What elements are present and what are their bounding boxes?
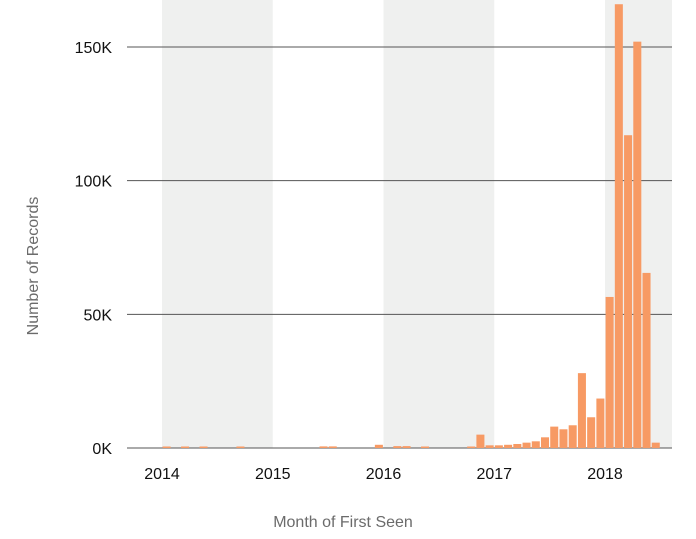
x-axis-title: Month of First Seen xyxy=(273,514,413,531)
bar xyxy=(476,434,485,448)
bar xyxy=(199,446,208,448)
x-tick-label: 2014 xyxy=(144,466,180,483)
bar xyxy=(614,4,623,449)
bar xyxy=(162,446,171,448)
x-tick-label: 2017 xyxy=(476,466,512,483)
year-bands xyxy=(162,0,672,448)
bar xyxy=(467,446,476,448)
bar xyxy=(328,446,337,448)
bar xyxy=(522,442,531,448)
bar xyxy=(596,398,605,448)
bar xyxy=(319,446,328,448)
year-band-2016 xyxy=(383,0,495,448)
x-tick-label: 2016 xyxy=(366,466,402,483)
bar xyxy=(568,425,577,448)
x-tick-label: 2018 xyxy=(587,466,623,483)
bar xyxy=(577,373,586,448)
bar xyxy=(587,417,596,448)
bar xyxy=(550,426,559,448)
y-tick-label: 150K xyxy=(75,40,113,57)
y-tick-label: 100K xyxy=(75,174,113,191)
bar xyxy=(421,446,430,448)
bar xyxy=(402,446,411,448)
bar xyxy=(485,445,494,448)
bar xyxy=(181,446,190,448)
x-tick-labels: 2014 2015 2016 2017 2018 xyxy=(144,466,623,483)
bar xyxy=(651,442,660,448)
bar xyxy=(540,437,550,448)
bars xyxy=(162,4,660,449)
bar xyxy=(504,444,513,448)
bar xyxy=(236,446,245,448)
bar xyxy=(559,429,568,448)
bar xyxy=(633,41,642,449)
bar xyxy=(494,445,503,448)
bar xyxy=(642,272,651,448)
y-axis-title: Number of Records xyxy=(25,197,42,336)
bar xyxy=(624,135,633,448)
bar xyxy=(393,446,402,448)
x-tick-label: 2015 xyxy=(255,466,291,483)
bar xyxy=(531,441,540,448)
y-tick-labels: 0K 50K 100K 150K xyxy=(75,40,113,458)
bar xyxy=(605,296,614,448)
y-tick-label: 0K xyxy=(92,441,112,458)
y-tick-label: 50K xyxy=(84,307,113,324)
bar xyxy=(513,443,522,448)
bar xyxy=(374,444,383,448)
year-band-2014 xyxy=(162,0,273,448)
